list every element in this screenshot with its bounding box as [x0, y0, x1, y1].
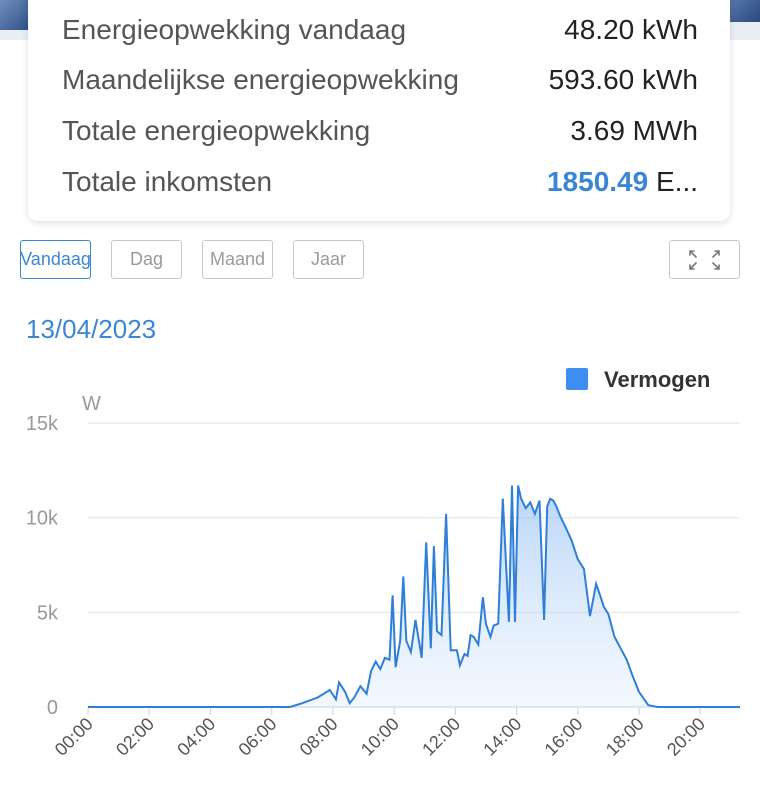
x-tick-label: 00:00: [51, 714, 97, 760]
summary-row-today: Energieopwekking vandaag 48.20 kWh: [62, 10, 698, 50]
legend-swatch[interactable]: [566, 368, 588, 390]
y-tick-label: 0: [47, 697, 58, 719]
expand-button[interactable]: [669, 240, 740, 279]
expand-arrows-icon: [689, 250, 720, 270]
y-axis-label: W: [82, 393, 101, 415]
summary-label: Totale energieopwekking: [62, 115, 371, 146]
period-tabs: Vandaag Dag Maand Jaar: [20, 240, 740, 281]
legend-label[interactable]: Vermogen: [604, 367, 710, 392]
x-tick-label: 12:00: [418, 714, 464, 760]
x-tick-label: 02:00: [112, 714, 158, 760]
summary-row-month: Maandelijkse energieopwekking 593.60 kWh: [62, 60, 698, 100]
x-tick-label: 06:00: [234, 714, 280, 760]
y-tick-label: 5k: [37, 602, 59, 624]
summary-value: 593.60 kWh: [548, 64, 698, 95]
series-area: [88, 485, 740, 707]
summary-value: 48.20 kWh: [564, 14, 698, 45]
summary-row-total: Totale energieopwekking 3.69 MWh: [62, 111, 698, 151]
tab-vandaag[interactable]: Vandaag: [20, 240, 91, 279]
tab-maand[interactable]: Maand: [202, 240, 273, 279]
x-tick-label: 18:00: [602, 714, 648, 760]
summary-label: Energieopwekking vandaag: [62, 14, 407, 45]
summary-label: Totale inkomsten: [62, 166, 273, 197]
summary-row-income: Totale inkomsten 1850.49 E...: [62, 162, 698, 202]
solar-panel-image: [720, 0, 760, 22]
x-tick-label: 14:00: [479, 714, 525, 760]
y-tick-label: 10k: [26, 508, 59, 530]
solar-panel-image: [0, 0, 30, 30]
y-tick-label: 15k: [26, 413, 59, 435]
x-tick-label: 20:00: [663, 714, 709, 760]
income-currency: E...: [648, 166, 698, 197]
power-chart: 0 5k 10k 15k 00:00 02:00 04:00 06:00 08:00 10:00…: [26, 367, 740, 760]
x-tick-label: 10:00: [357, 714, 403, 760]
summary-label: Maandelijkse energieopwekking: [62, 64, 459, 95]
x-tick-label: 08:00: [296, 714, 342, 760]
x-tick-label: 16:00: [541, 714, 587, 760]
energy-summary-card: Energieopwekking vandaag 48.20 kWh Maand…: [28, 0, 730, 221]
selected-date: 13/04/2023: [26, 314, 157, 344]
x-tick-label: 04:00: [173, 714, 219, 760]
summary-value: 1850.49 E...: [547, 166, 698, 198]
income-amount: 1850.49: [546, 166, 649, 197]
tab-dag[interactable]: Dag: [111, 240, 182, 279]
tab-jaar[interactable]: Jaar: [293, 240, 364, 279]
series-line: [88, 485, 740, 708]
summary-value: 3.69 MWh: [570, 115, 698, 146]
